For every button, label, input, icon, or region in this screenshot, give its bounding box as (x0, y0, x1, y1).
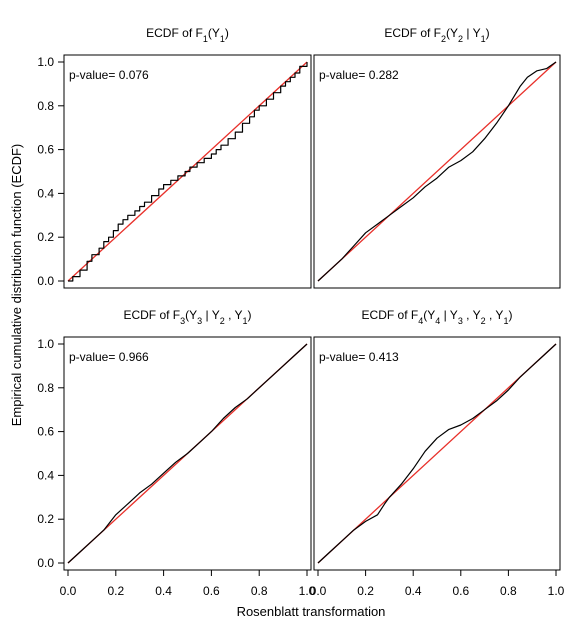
panel-frame (313, 336, 561, 571)
p-value-annotation: p-value= 0.966 (69, 350, 149, 364)
y-tick-label: 0.4 (37, 186, 54, 200)
y-tick-label: 0.6 (37, 143, 54, 157)
y-tick-label: 0.8 (37, 381, 54, 395)
x-tick-label: 0.0 (60, 584, 77, 598)
x-tick-label: 0.2 (357, 584, 374, 598)
y-tick-label: 0.0 (37, 556, 54, 570)
panel-1: ECDF of F1(Y1) p-value= 0.076 0.0 0.2 0.4 0.6… (37, 26, 312, 289)
y-tick-label: 1.0 (37, 55, 54, 69)
y-axis-label: Empirical cumulative distribution functi… (9, 144, 24, 426)
ecdf-line (317, 343, 557, 564)
x-tick-label: 0.6 (452, 584, 469, 598)
panel-title: ECDF of F3(Y3 | Y2 , Y1) (123, 308, 251, 326)
x-axis-label: Rosenblatt transformation (237, 604, 386, 619)
panel-2: ECDF of F2(Y2 | Y1) p-value= 0.282 (313, 26, 561, 289)
panel-frame (63, 54, 312, 289)
p-value-annotation: p-value= 0.282 (319, 68, 399, 82)
panel-3: ECDF of F3(Y3 | Y2 , Y1) p-value= 0.966 0.… (37, 308, 315, 598)
x-tick-label: 0.8 (500, 584, 517, 598)
y-tick-label: 0.2 (37, 230, 54, 244)
y-tick-label: 0.6 (37, 425, 54, 439)
y-tick-label: 0.4 (37, 468, 54, 482)
ecdf-line (67, 343, 308, 564)
panel-title: ECDF of F4(Y4 | Y3 , Y2 , Y1) (362, 308, 513, 326)
panel-title: ECDF of F2(Y2 | Y1) (384, 26, 489, 44)
x-tick-label: 0.0 (310, 584, 327, 598)
panel-frame (313, 54, 561, 289)
panel-4: ECDF of F4(Y4 | Y3 , Y2 , Y1) p-value= 0.… (310, 308, 565, 598)
panel-frame (63, 336, 312, 571)
reference-line (317, 61, 557, 282)
x-tick-label: 1.0 (299, 584, 316, 598)
x-tick-label: 1.0 (548, 584, 565, 598)
ecdf-line (68, 62, 308, 282)
x-tick-label: 0.4 (155, 584, 172, 598)
y-tick-label: 1.0 (37, 337, 54, 351)
y-tick-label: 0.8 (37, 99, 54, 113)
x-tick-label: 0.6 (203, 584, 220, 598)
x-tick-label: 0.8 (251, 584, 268, 598)
x-tick-label: 0.4 (405, 584, 422, 598)
y-tick-label: 0.2 (37, 512, 54, 526)
panel-title: ECDF of F1(Y1) (146, 26, 229, 44)
ecdf-line (317, 61, 557, 282)
p-value-annotation: p-value= 0.413 (319, 350, 399, 364)
x-tick-label: 0.2 (107, 584, 124, 598)
p-value-annotation: p-value= 0.076 (69, 68, 149, 82)
y-tick-label: 0.0 (37, 274, 54, 288)
